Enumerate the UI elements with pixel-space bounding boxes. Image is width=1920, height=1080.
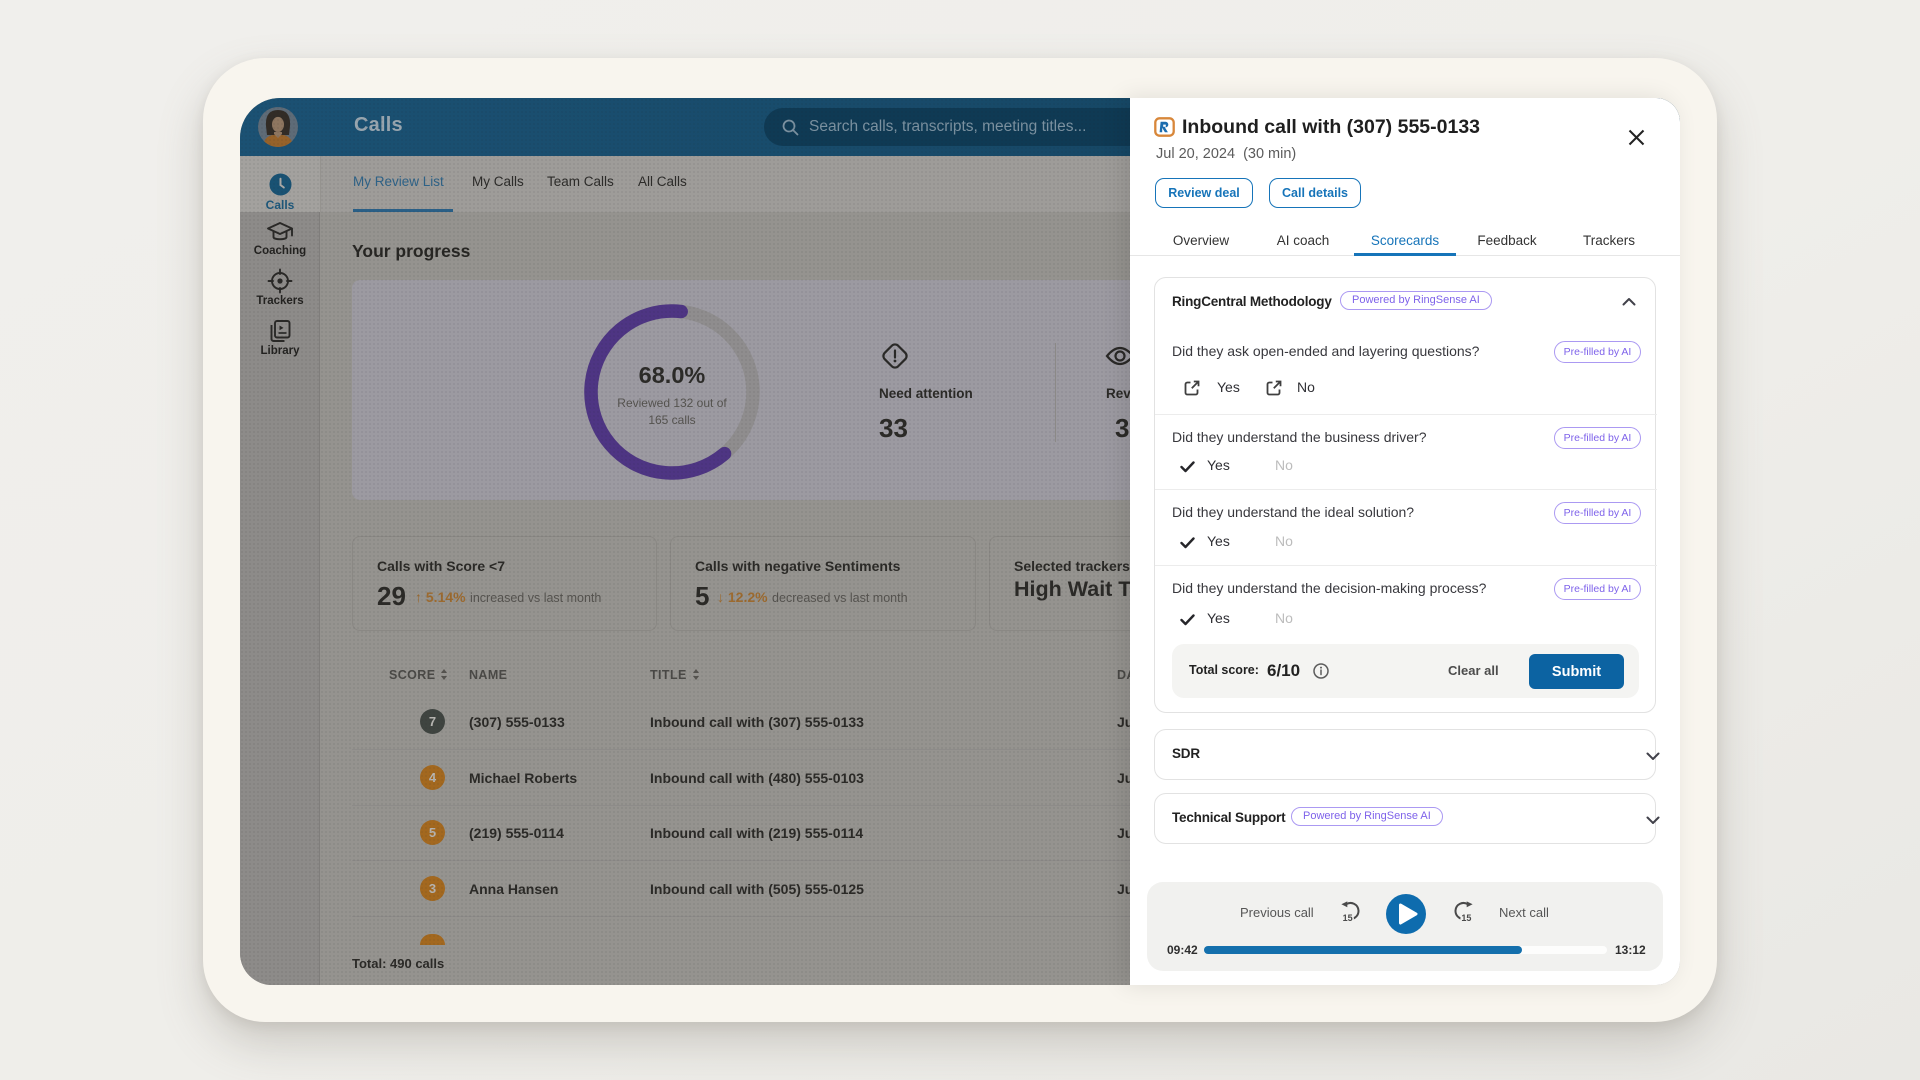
svg-text:15: 15 [1343, 913, 1353, 923]
svg-text:15: 15 [1461, 913, 1471, 923]
